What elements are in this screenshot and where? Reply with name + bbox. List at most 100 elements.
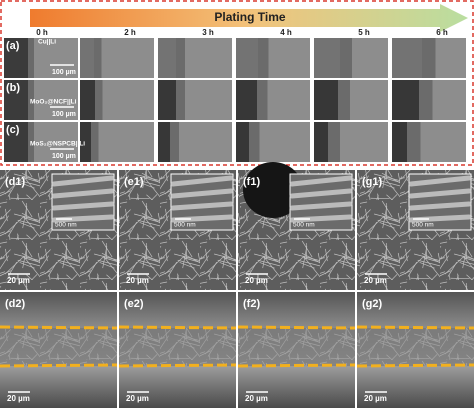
cross-texture xyxy=(238,328,355,366)
electrode xyxy=(314,38,340,78)
inset-rod xyxy=(289,188,353,199)
deposit xyxy=(94,38,102,78)
deposit xyxy=(340,38,352,78)
boundary-top xyxy=(0,325,118,330)
electrode-edge xyxy=(28,122,34,162)
panel-label: (d2) xyxy=(5,298,26,310)
electrode xyxy=(158,80,176,120)
inset-rod xyxy=(408,188,472,199)
time-label: 5 h xyxy=(358,28,370,37)
deposit xyxy=(95,80,103,120)
electrode xyxy=(392,122,407,162)
deposit xyxy=(176,80,185,120)
scale-label: 100 µm xyxy=(52,69,76,76)
electrode xyxy=(80,80,95,120)
deposit xyxy=(407,122,421,162)
electrode xyxy=(236,80,257,120)
inset-rod xyxy=(51,188,115,199)
boundary-top xyxy=(237,325,356,330)
boundary-bottom xyxy=(237,363,356,368)
scale-label: 20 µm xyxy=(7,394,30,403)
electrode xyxy=(80,38,94,78)
deposit xyxy=(91,122,99,162)
scale-label: 20 µm xyxy=(364,394,387,403)
electrode xyxy=(158,122,170,162)
inset-rod xyxy=(289,175,353,187)
frame xyxy=(0,0,474,166)
scale-label: 20 µm xyxy=(126,394,149,403)
inset-scale-label: 500 nm xyxy=(174,222,196,229)
boundary-bottom xyxy=(118,363,237,368)
inset-rod xyxy=(289,201,353,211)
inset-rod xyxy=(170,175,234,187)
inset-rod xyxy=(170,188,234,199)
scale-label: 20 µm xyxy=(7,276,30,285)
time-label: 0 h xyxy=(36,28,48,37)
cell-label: MoO₂@NCF||Li xyxy=(30,99,77,106)
scale-label: 100 µm xyxy=(52,153,76,160)
dark-region xyxy=(243,162,303,218)
panel-label: (e2) xyxy=(124,298,144,310)
panel-label: (f1) xyxy=(243,176,260,188)
row-label: (a) xyxy=(6,40,20,52)
deposit xyxy=(258,38,269,78)
inset-scale-label: 500 nm xyxy=(412,222,434,229)
deposit xyxy=(170,122,179,162)
inset-scale-label: 500 nm xyxy=(293,222,315,229)
electrode-edge xyxy=(28,80,34,120)
banner-title: Plating Time xyxy=(214,10,285,24)
electrode xyxy=(314,80,338,120)
time-label: 6 h xyxy=(436,28,448,37)
electrode xyxy=(392,38,422,78)
boundary-top xyxy=(118,325,237,330)
electrode xyxy=(4,80,28,120)
panels: 0 h 2 h 3 h 4 h 5 h 6 h (a) Cu||Li 100 µm (b) MoO₂… xyxy=(0,28,474,408)
electrode xyxy=(236,122,249,162)
inset-scale-label: 500 nm xyxy=(55,222,77,229)
cross-texture xyxy=(119,328,236,366)
panel-label: (f2) xyxy=(243,298,260,310)
scale-label: 20 µm xyxy=(245,394,268,403)
inset-rod xyxy=(51,201,115,211)
panel-label: (g2) xyxy=(362,298,383,310)
electrode xyxy=(236,38,258,78)
boundary-bottom xyxy=(0,363,118,368)
panel-label: (e1) xyxy=(124,176,144,188)
scale-label: 20 µm xyxy=(126,276,149,285)
scale-label: 100 µm xyxy=(52,111,76,118)
inset-rod xyxy=(51,175,115,187)
scale-label: 20 µm xyxy=(245,276,268,285)
arrow xyxy=(30,4,468,32)
boundary-top xyxy=(356,325,474,330)
deposit xyxy=(249,122,260,162)
electrode xyxy=(158,38,176,78)
cell-label: MoS₂@NSPCB||Li xyxy=(30,141,85,148)
time-label: 2 h xyxy=(124,28,136,37)
time-label: 4 h xyxy=(280,28,292,37)
cross-texture xyxy=(0,328,117,366)
row-label: (b) xyxy=(6,82,20,94)
deposit xyxy=(338,80,350,120)
electrode xyxy=(314,122,328,162)
cell-label: Cu||Li xyxy=(38,39,56,46)
inset-rod xyxy=(408,201,472,211)
electrode xyxy=(80,122,91,162)
scale-label: 20 µm xyxy=(364,276,387,285)
deposit xyxy=(422,38,436,78)
boundary-bottom xyxy=(356,363,474,368)
inset-rod xyxy=(408,175,472,187)
inset-rod xyxy=(170,201,234,211)
panel-label: (g1) xyxy=(362,176,383,188)
electrode xyxy=(4,122,28,162)
panel-label: (d1) xyxy=(5,176,26,188)
deposit xyxy=(419,80,433,120)
cross-texture xyxy=(357,328,474,366)
electrode xyxy=(392,80,419,120)
time-label: 3 h xyxy=(202,28,214,37)
deposit xyxy=(328,122,340,162)
electrode xyxy=(4,38,28,78)
electrode-edge xyxy=(28,38,34,78)
row-label: (c) xyxy=(6,124,20,136)
deposit xyxy=(176,38,185,78)
